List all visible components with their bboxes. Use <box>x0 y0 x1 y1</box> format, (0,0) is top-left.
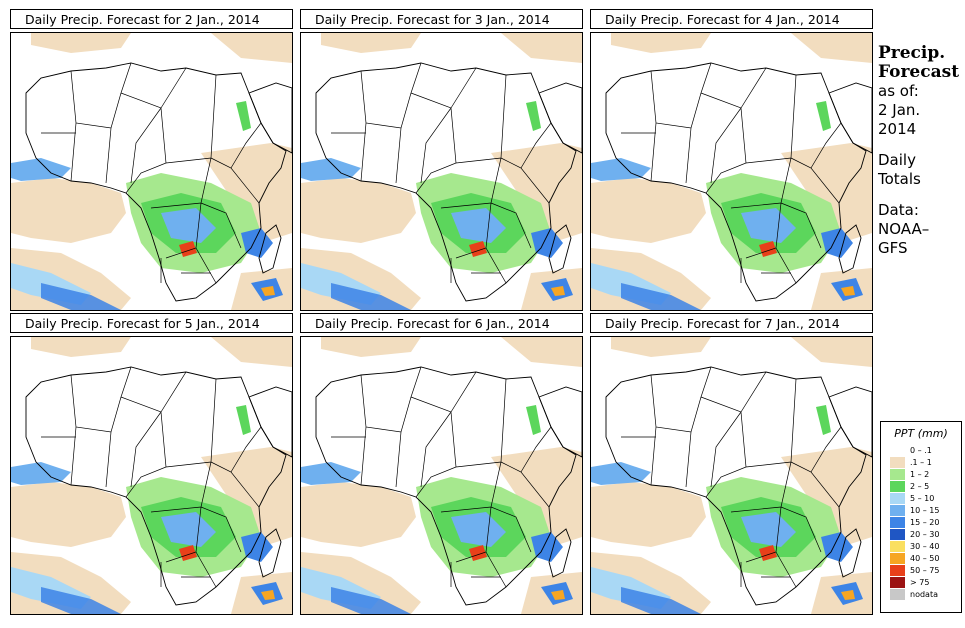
legend-item: 2 – 5 <box>890 480 961 492</box>
forecast-panel-6: Daily Precip. Forecast for 7 Jan., 2014 <box>590 313 873 615</box>
legend-swatch <box>890 540 905 552</box>
legend-item: 50 – 75 <box>890 564 961 576</box>
map-frame <box>590 336 873 615</box>
forecast-panel-5: Daily Precip. Forecast for 6 Jan., 2014 <box>300 313 583 615</box>
legend-item: 10 – 15 <box>890 504 961 516</box>
asof-label: as of: <box>878 82 919 100</box>
legend-label: .1 – 1 <box>910 457 932 467</box>
panel-title: Daily Precip. Forecast for 4 Jan., 2014 <box>590 9 873 29</box>
forecast-panel-4: Daily Precip. Forecast for 5 Jan., 2014 <box>10 313 293 615</box>
legend-swatch <box>890 516 905 528</box>
forecast-info: Precip. Forecast as of: 2 Jan. 2014 Dail… <box>878 44 964 258</box>
forecast-panel-1: Daily Precip. Forecast for 2 Jan., 2014 <box>10 9 293 311</box>
legend-label: 15 – 20 <box>910 517 940 527</box>
panel-title: Daily Precip. Forecast for 6 Jan., 2014 <box>300 313 583 333</box>
legend-swatch <box>890 456 905 468</box>
map-frame <box>10 336 293 615</box>
data-source: NOAA– <box>878 220 930 238</box>
legend-label: > 75 <box>910 577 930 587</box>
legend-swatch <box>890 468 905 480</box>
legend-item: 30 – 40 <box>890 540 961 552</box>
legend-label: 20 – 30 <box>910 529 940 539</box>
legend-label: 50 – 75 <box>910 565 940 575</box>
map-frame <box>300 336 583 615</box>
asof-date: 2 Jan. <box>878 101 921 119</box>
legend-item: nodata <box>890 588 961 600</box>
precip-map-graphic <box>591 33 872 310</box>
panel-title: Daily Precip. Forecast for 2 Jan., 2014 <box>10 9 293 29</box>
legend-swatch <box>890 444 905 456</box>
legend-swatch <box>890 588 905 600</box>
precip-legend: PPT (mm) 0 – .1 .1 – 1 1 – 2 2 – 5 5 – 10 10 … <box>880 421 962 613</box>
daily-label: Daily <box>878 151 916 169</box>
asof-year: 2014 <box>878 120 917 138</box>
legend-item: 5 – 10 <box>890 492 961 504</box>
heading-forecast: Forecast <box>878 62 960 82</box>
legend-swatch <box>890 564 905 576</box>
legend-label: 5 – 10 <box>910 493 935 503</box>
legend-item: 40 – 50 <box>890 552 961 564</box>
totals-label: Totals <box>878 170 921 188</box>
legend-label: 1 – 2 <box>910 469 930 479</box>
legend-swatch <box>890 552 905 564</box>
precip-map-graphic <box>11 33 292 310</box>
map-frame <box>300 32 583 311</box>
panel-title: Daily Precip. Forecast for 7 Jan., 2014 <box>590 313 873 333</box>
legend-item: 15 – 20 <box>890 516 961 528</box>
precip-map-graphic <box>11 337 292 614</box>
legend-swatch <box>890 528 905 540</box>
legend-item: 1 – 2 <box>890 468 961 480</box>
data-label: Data: <box>878 201 919 219</box>
map-frame <box>10 32 293 311</box>
legend-item: > 75 <box>890 576 961 588</box>
forecast-panel-3: Daily Precip. Forecast for 4 Jan., 2014 <box>590 9 873 311</box>
data-source-model: GFS <box>878 239 908 257</box>
legend-title: PPT (mm) <box>894 427 948 440</box>
legend-swatch <box>890 492 905 504</box>
legend-swatch <box>890 576 905 588</box>
legend-label: 30 – 40 <box>910 541 940 551</box>
map-frame <box>590 32 873 311</box>
legend-item: 0 – .1 <box>890 444 961 456</box>
precip-map-graphic <box>591 337 872 614</box>
legend-label: 40 – 50 <box>910 553 940 563</box>
heading-precip: Precip. <box>878 43 946 63</box>
precip-map-graphic <box>301 33 582 310</box>
legend-swatch <box>890 504 905 516</box>
legend-swatch <box>890 480 905 492</box>
legend-item: .1 – 1 <box>890 456 961 468</box>
panel-title: Daily Precip. Forecast for 5 Jan., 2014 <box>10 313 293 333</box>
legend-label: 10 – 15 <box>910 505 940 515</box>
panel-title: Daily Precip. Forecast for 3 Jan., 2014 <box>300 9 583 29</box>
legend-label: 0 – .1 <box>910 445 932 455</box>
legend-label: 2 – 5 <box>910 481 930 491</box>
legend-label: nodata <box>910 589 938 599</box>
precip-map-graphic <box>301 337 582 614</box>
legend-item: 20 – 30 <box>890 528 961 540</box>
forecast-panel-2: Daily Precip. Forecast for 3 Jan., 2014 <box>300 9 583 311</box>
